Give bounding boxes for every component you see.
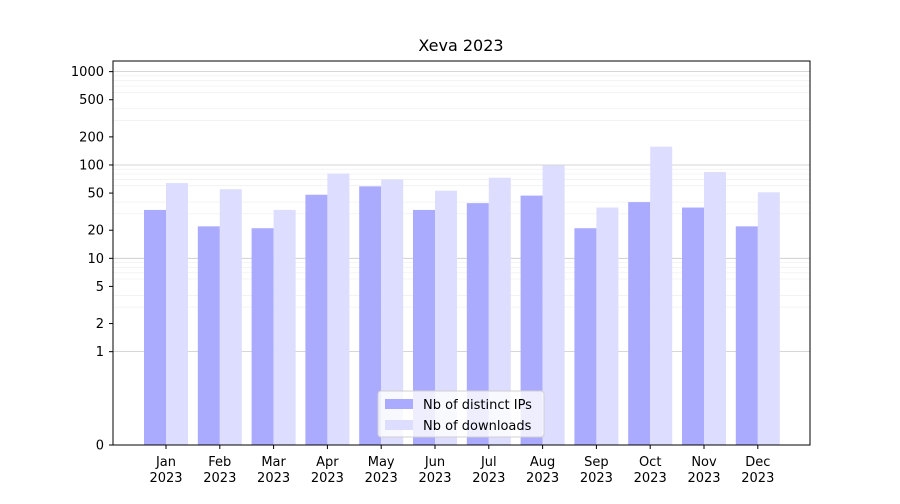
plot-frame [112,60,811,446]
axes: 0 1 2 5 10 20 50 100 200 500 1000 Jan 2023 Feb 2023 Mar… [71,60,811,486]
legend-label: Nb of downloads [423,419,532,434]
x-tick-label: Dec 2023 [741,455,774,486]
bar-downloads [166,183,188,446]
x-tick-label: Aug 2023 [526,455,559,486]
y-tick-label: 0 [96,439,104,454]
bar-distinct-ips [305,194,328,445]
legend-box [377,390,545,438]
y-tick-label: 20 [87,224,104,239]
bar-distinct-ips [682,207,704,445]
x-tick-label: Mar 2023 [257,455,290,486]
x-tick-label: Jan 2023 [149,455,182,486]
y-tick-label: 1000 [71,65,104,80]
x-tick-label: Nov 2023 [687,455,720,486]
legend: Nb of distinct IPs Nb of downloads [377,390,545,438]
bar-downloads [596,207,619,445]
bar-downloads [650,146,673,445]
y-tick-label: 10 [87,252,104,267]
x-tick-label: Apr 2023 [311,455,344,486]
bar-downloads [219,189,242,445]
y-tick-label: 50 [87,187,104,202]
y-tick-label: 500 [79,93,104,108]
bar-downloads [435,190,457,445]
y-tick-label: 2 [96,317,104,332]
y-tick-label: 1 [96,345,104,360]
chart-title: Xeva 2023 [418,36,503,55]
bar-downloads [757,192,780,445]
bars [144,146,780,446]
legend-swatch [385,420,413,430]
legend-label: Nb of distinct IPs [423,398,532,413]
bar-downloads [381,179,404,445]
bar-downloads [273,209,296,445]
legend-swatch [385,399,413,409]
y-tick-label: 100 [79,158,104,173]
x-tick-label: Oct 2023 [634,455,667,486]
bar-distinct-ips [574,228,597,445]
bar-distinct-ips [735,226,758,445]
bar-distinct-ips [197,226,220,445]
bar-downloads [327,173,350,446]
bar-distinct-ips [466,203,489,445]
x-tick-label: Feb 2023 [203,455,236,486]
y-tick-label: 5 [96,280,104,295]
y-tick-label: 200 [79,130,104,145]
bar-distinct-ips [413,209,435,445]
bar-distinct-ips [251,228,274,445]
x-tick-label: Sep 2023 [580,455,613,486]
bar-distinct-ips [520,195,543,445]
x-tick-label: May 2023 [365,455,398,486]
bar-downloads [704,172,726,445]
x-tick-label: Jun 2023 [418,455,451,486]
bar-distinct-ips [628,202,651,445]
bar-distinct-ips [359,186,382,445]
bar-downloads [542,165,565,446]
bar-downloads [488,177,511,445]
x-tick-label: Jul 2023 [472,455,505,486]
bar-distinct-ips [144,209,166,445]
